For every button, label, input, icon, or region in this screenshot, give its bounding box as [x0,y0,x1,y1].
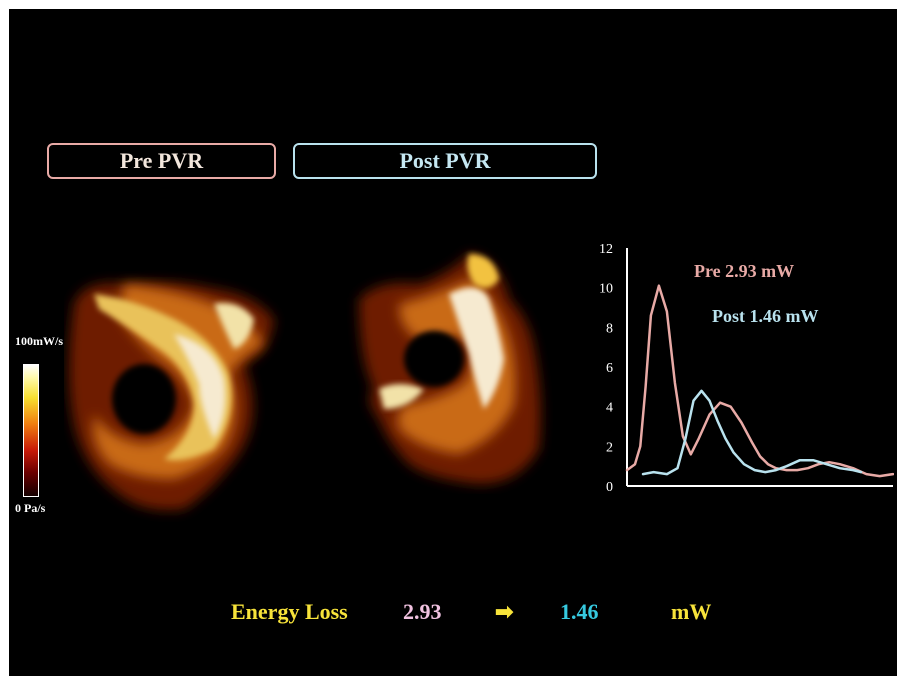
pre-series-line [625,284,894,478]
pre-pvr-energy-map [69,282,274,510]
colorbar-min-label: 0 Pa/s [15,501,46,515]
y-tick-label: 6 [606,361,613,376]
pre-pvr-label: Pre PVR [47,143,276,179]
slide: Pre PVR Post PVR 100mW/s 0 Pa/s 0 2 4 6 8 10 1… [9,9,897,676]
post-series-line [641,389,863,476]
y-tick-label: 0 [606,480,613,495]
y-tick-label: 12 [599,242,613,257]
colorbar-max-label: 100mW/s [15,334,63,348]
post-annotation: Post 1.46 mW [712,306,819,326]
energy-loss-chart: 0 2 4 6 8 10 12 Pre 2.93 mW Post 1.46 mW [599,242,894,495]
right-arrow-icon: ➡ [495,599,514,624]
y-tick-label: 10 [599,282,613,297]
y-tick-label: 2 [606,440,613,455]
energy-loss-pre-value: 2.93 [403,599,442,624]
post-pvr-energy-map [359,254,541,484]
pre-annotation: Pre 2.93 mW [694,261,794,281]
energy-loss-label: Energy Loss [231,599,348,624]
energy-loss-unit: mW [671,599,712,624]
y-tick-label: 8 [606,321,613,336]
energy-loss-post-value: 1.46 [560,599,599,624]
post-pvr-label: Post PVR [293,143,597,179]
y-tick-label: 4 [606,401,613,416]
colorbar [23,364,39,497]
